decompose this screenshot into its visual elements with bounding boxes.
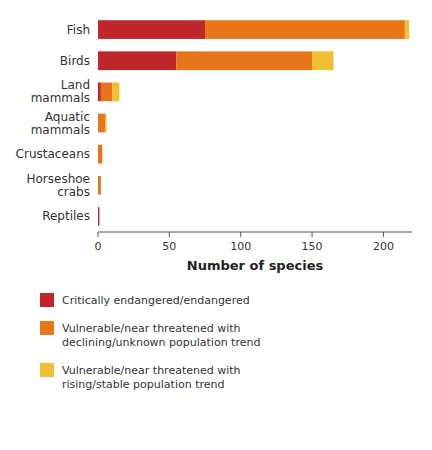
text-line: Crustaceans	[16, 147, 90, 161]
category-label: Aquaticmammals	[31, 110, 90, 137]
bar-segment	[98, 20, 205, 39]
text-line: Aquatic	[45, 110, 90, 124]
text-line: Fish	[67, 23, 90, 37]
text-line: Reptiles	[42, 209, 90, 223]
x-tick-label: 50	[162, 240, 176, 253]
bar-segment	[205, 20, 405, 39]
chart-svg: FishBirdsLandmammalsAquaticmammalsCrusta…	[0, 0, 432, 450]
background	[0, 0, 432, 450]
x-axis-line	[98, 232, 412, 233]
chart-container: FishBirdsLandmammalsAquaticmammalsCrusta…	[0, 0, 432, 450]
legend: Critically endangered/endangered Vulnerab…	[40, 293, 260, 391]
category-label: Fish	[67, 23, 90, 37]
bar-segment	[112, 83, 119, 102]
bar-segment	[98, 83, 101, 102]
x-tick-label: 0	[95, 240, 102, 253]
legend-swatch	[40, 363, 54, 377]
x-tick	[98, 232, 99, 237]
x-tick-label: 200	[373, 240, 394, 253]
text-line: Horseshoe	[26, 172, 90, 186]
text-line: Vulnerable/near threatened with	[62, 364, 241, 377]
text-line: mammals	[31, 123, 90, 137]
bar-segment	[102, 145, 103, 164]
bar-segment	[99, 207, 100, 226]
x-tick	[240, 232, 241, 237]
bar-segment	[98, 176, 101, 195]
x-tick	[383, 232, 384, 237]
legend-label: Vulnerable/near threatened withdeclining…	[62, 322, 260, 349]
bar-segment	[98, 51, 177, 70]
bar-segment	[105, 114, 106, 133]
category-label: Crustaceans	[16, 147, 90, 161]
text-line: declining/unknown population trend	[62, 336, 260, 349]
category-label: Landmammals	[31, 78, 90, 105]
x-tick	[169, 232, 170, 237]
bar-segment	[99, 207, 100, 226]
bar-segment	[98, 207, 99, 226]
category-label: Horseshoecrabs	[26, 172, 90, 199]
legend-label: Critically endangered/endangered	[62, 294, 250, 307]
text-line: Vulnerable/near threatened with	[62, 322, 241, 335]
legend-swatch	[40, 293, 54, 307]
x-tick-label: 100	[230, 240, 251, 253]
text-line: Land	[61, 78, 90, 92]
bar-segment	[101, 83, 112, 102]
text-line: Critically endangered/endangered	[62, 294, 250, 307]
legend-swatch	[40, 321, 54, 335]
x-tick-label: 150	[302, 240, 323, 253]
bar-segment	[98, 114, 105, 133]
bar-segment	[98, 145, 102, 164]
x-axis-label: Number of species	[187, 258, 324, 273]
category-label: Birds	[60, 54, 90, 68]
bar-segment	[405, 20, 409, 39]
text-line: Birds	[60, 54, 90, 68]
category-label: Reptiles	[42, 209, 90, 223]
bars	[98, 20, 409, 226]
bar-segment	[312, 51, 333, 70]
x-tick	[312, 232, 313, 237]
text-line: mammals	[31, 91, 90, 105]
bar-segment	[177, 51, 313, 70]
bar-segment	[100, 176, 101, 195]
legend-label: Vulnerable/near threatened withrising/st…	[62, 364, 241, 391]
text-line: crabs	[57, 185, 90, 199]
text-line: rising/stable population trend	[62, 378, 224, 391]
